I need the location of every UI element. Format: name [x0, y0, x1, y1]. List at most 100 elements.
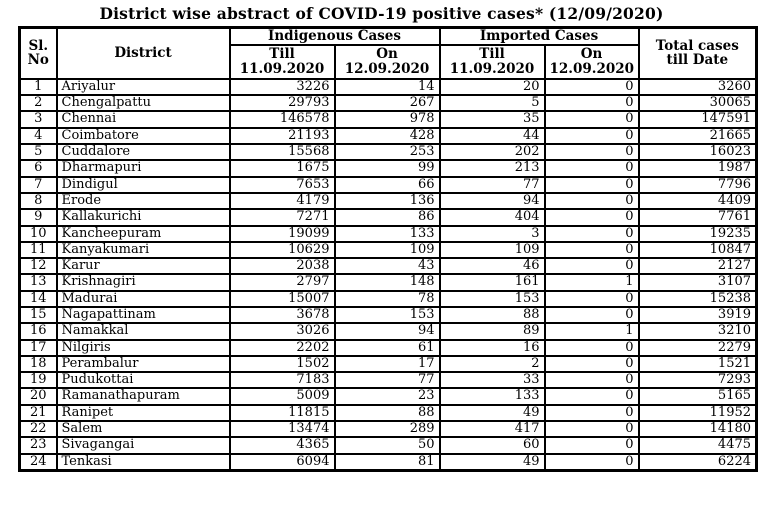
table-row: 5 Cuddalore 15568 253 202 0 16023	[18, 143, 758, 162]
cell-sl-no: 7	[18, 175, 58, 194]
cell-imported-till: 33	[438, 371, 546, 390]
cell-indigenous-on: 50	[333, 436, 441, 455]
cell-imported-till: 2	[438, 354, 546, 374]
cell-indigenous-on: 66	[333, 175, 441, 194]
cell-indigenous-till: 3026	[228, 322, 336, 341]
cell-indigenous-till: 13474	[228, 420, 336, 439]
cell-imported-till: 3	[438, 224, 546, 243]
cell-imported-till: 109	[438, 240, 546, 260]
cell-total: 30065	[637, 94, 758, 113]
cell-sl-no: 1	[18, 77, 58, 97]
cell-indigenous-till: 4179	[228, 191, 336, 211]
cell-indigenous-on: 78	[333, 289, 441, 309]
header-district: District	[55, 26, 231, 80]
cell-imported-till: 49	[438, 403, 546, 423]
cell-district: Salem	[55, 420, 231, 439]
cell-imported-on: 1	[543, 322, 640, 341]
covid-cases-table: Sl. No District Indigenous Cases Importe…	[18, 26, 759, 472]
table-row: 16 Namakkal 3026 94 89 1 3210	[18, 322, 758, 341]
cell-imported-till: 94	[438, 191, 546, 211]
cell-total: 19235	[637, 224, 758, 243]
cell-district: Kanyakumari	[55, 240, 231, 260]
cell-imported-till: 213	[438, 159, 546, 178]
cell-sl-no: 20	[18, 387, 58, 406]
cell-sl-no: 2	[18, 94, 58, 113]
cell-indigenous-till: 146578	[228, 110, 336, 129]
cell-indigenous-on: 109	[333, 240, 441, 260]
table-row: 21 Ranipet 11815 88 49 0 11952	[18, 403, 758, 423]
cell-indigenous-on: 99	[333, 159, 441, 178]
cell-sl-no: 23	[18, 436, 58, 455]
cell-imported-on: 0	[543, 77, 640, 97]
cell-district: Dindigul	[55, 175, 231, 194]
cell-district: Kallakurichi	[55, 208, 231, 227]
table-row: 20 Ramanathapuram 5009 23 133 0 5165	[18, 387, 758, 406]
table-row: 24 Tenkasi 6094 81 49 0 6224	[18, 452, 758, 472]
cell-indigenous-on: 153	[333, 305, 441, 325]
table-row: 6 Dharmapuri 1675 99 213 0 1987	[18, 159, 758, 178]
cell-imported-on: 0	[543, 143, 640, 162]
cell-indigenous-on: 253	[333, 143, 441, 162]
cell-indigenous-on: 43	[333, 257, 441, 276]
cell-indigenous-on: 136	[333, 191, 441, 211]
table-row: 15 Nagapattinam 3678 153 88 0 3919	[18, 305, 758, 325]
cell-imported-on: 0	[543, 452, 640, 472]
cell-sl-no: 18	[18, 354, 58, 374]
cell-total: 2127	[637, 257, 758, 276]
cell-total: 1521	[637, 354, 758, 374]
cell-total: 6224	[637, 452, 758, 472]
cell-total: 5165	[637, 387, 758, 406]
cell-indigenous-on: 133	[333, 224, 441, 243]
cell-imported-on: 0	[543, 420, 640, 439]
cell-imported-till: 88	[438, 305, 546, 325]
cell-indigenous-till: 4365	[228, 436, 336, 455]
cell-total: 3107	[637, 273, 758, 292]
cell-imported-on: 0	[543, 240, 640, 260]
table-row: 13 Krishnagiri 2797 148 161 1 3107	[18, 273, 758, 292]
cell-indigenous-till: 1502	[228, 354, 336, 374]
table-body: 1 Ariyalur 3226 14 20 0 3260 2 Chengalpattu 29793…	[18, 77, 758, 472]
cell-imported-till: 417	[438, 420, 546, 439]
cell-imported-on: 0	[543, 289, 640, 309]
cell-indigenous-till: 15007	[228, 289, 336, 309]
cell-indigenous-till: 15568	[228, 143, 336, 162]
table-row: 17 Nilgiris 2202 61 16 0 2279	[18, 338, 758, 357]
cell-indigenous-till: 2202	[228, 338, 336, 357]
cell-imported-till: 89	[438, 322, 546, 341]
cell-indigenous-on: 978	[333, 110, 441, 129]
cell-indigenous-till: 2797	[228, 273, 336, 292]
cell-indigenous-on: 86	[333, 208, 441, 227]
cell-imported-till: 404	[438, 208, 546, 227]
cell-district: Chennai	[55, 110, 231, 129]
cell-total: 7796	[637, 175, 758, 194]
cell-sl-no: 15	[18, 305, 58, 325]
table-row: 12 Karur 2038 43 46 0 2127	[18, 257, 758, 276]
cell-indigenous-on: 88	[333, 403, 441, 423]
cell-imported-on: 0	[543, 305, 640, 325]
cell-indigenous-till: 1675	[228, 159, 336, 178]
cell-sl-no: 3	[18, 110, 58, 129]
cell-imported-till: 20	[438, 77, 546, 97]
header-group-row: Sl. No District Indigenous Cases Importe…	[18, 26, 758, 80]
header-imported-on: On 12.09.2020	[543, 43, 640, 80]
header-indigenous-till: Till 11.09.2020	[228, 43, 336, 80]
cell-sl-no: 14	[18, 289, 58, 309]
cell-indigenous-on: 17	[333, 354, 441, 374]
cell-total: 4409	[637, 191, 758, 211]
cell-sl-no: 5	[18, 143, 58, 162]
cell-indigenous-on: 23	[333, 387, 441, 406]
cell-total: 7293	[637, 371, 758, 390]
cell-imported-till: 77	[438, 175, 546, 194]
cell-imported-till: 49	[438, 452, 546, 472]
cell-district: Perambalur	[55, 354, 231, 374]
cell-imported-on: 0	[543, 159, 640, 178]
cell-total: 10847	[637, 240, 758, 260]
cell-imported-on: 0	[543, 257, 640, 276]
cell-total: 2279	[637, 338, 758, 357]
header-date-row: Till 11.09.2020 On 12.09.2020 Till 11.09…	[20, 43, 757, 80]
cell-imported-on: 0	[543, 403, 640, 423]
cell-imported-till: 44	[438, 126, 546, 146]
cell-imported-on: 1	[543, 273, 640, 292]
cell-total: 3210	[637, 322, 758, 341]
